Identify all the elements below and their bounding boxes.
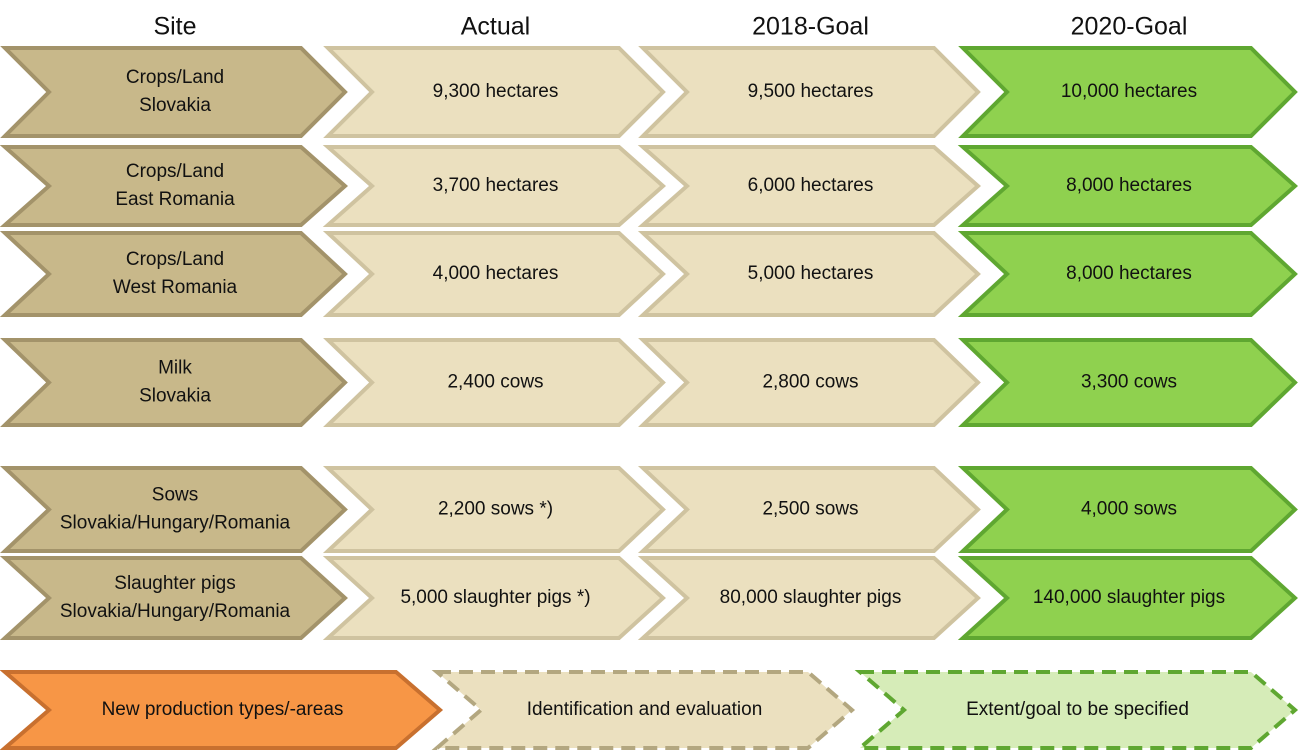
site-label: Crops/Land [126, 67, 224, 88]
cell-value: 9,300 hectares [433, 81, 559, 102]
cell-value: 2,400 cows [447, 372, 543, 393]
chevron [957, 466, 1298, 553]
cell-value: 4,000 hectares [433, 263, 559, 284]
chevron [322, 556, 666, 640]
cell-value: 5,000 hectares [748, 263, 874, 284]
column-header: Site [153, 13, 196, 41]
chevron [637, 145, 982, 227]
cell-value: 4,000 sows [1081, 499, 1177, 520]
cell-value: 8,000 hectares [1066, 175, 1192, 196]
cell-value: 3,300 cows [1081, 372, 1177, 393]
site-label: Slovakia/Hungary/Romania [60, 601, 291, 622]
chevron [957, 231, 1298, 317]
site-label: Sows [152, 485, 198, 506]
site-label: Slovakia/Hungary/Romania [60, 513, 291, 534]
cell-value: 10,000 hectares [1061, 81, 1197, 102]
cell-value: 2,200 sows *) [438, 499, 553, 520]
cell-value: 3,700 hectares [433, 175, 559, 196]
site-label: Crops/Land [126, 249, 224, 270]
chevron [958, 46, 1298, 138]
site-label: Slovakia [139, 95, 211, 116]
chevron [322, 145, 667, 227]
cell-value: 9,500 hectares [748, 81, 874, 102]
chevron [637, 231, 981, 317]
chevron [323, 338, 666, 427]
cell-value: 2,800 cows [762, 372, 858, 393]
site-label: Crops/Land [126, 161, 224, 182]
chevron [957, 556, 1298, 640]
cell-value: 140,000 slaughter pigs [1033, 587, 1225, 608]
chevron [0, 145, 349, 227]
chevron [0, 231, 348, 317]
column-header: Actual [461, 13, 530, 41]
footer-label: Identification and evaluation [527, 699, 763, 720]
cell-value: 2,500 sows [762, 499, 858, 520]
chevron [322, 466, 666, 553]
cell-value: 80,000 slaughter pigs [720, 587, 902, 608]
cell-value: 8,000 hectares [1066, 263, 1192, 284]
column-header: 2018-Goal [752, 13, 869, 41]
footer-label: Extent/goal to be specified [966, 699, 1189, 720]
chevron [637, 466, 981, 553]
chevron [638, 338, 981, 427]
footer-label: New production types/-areas [102, 699, 344, 720]
site-label: Milk [158, 358, 192, 379]
cell-value: 5,000 slaughter pigs *) [400, 587, 590, 608]
site-label: East Romania [115, 189, 235, 210]
chevron [638, 46, 981, 138]
chevron [958, 338, 1298, 427]
chevron [0, 466, 348, 553]
chevron [322, 231, 666, 317]
chevron [0, 46, 348, 138]
column-header: 2020-Goal [1071, 13, 1188, 41]
chevron [957, 145, 1299, 227]
chevron [637, 556, 981, 640]
site-label: Slovakia [139, 386, 211, 407]
chevron [0, 556, 348, 640]
site-label: West Romania [113, 277, 238, 298]
site-label: Slaughter pigs [114, 573, 235, 594]
chevron [323, 46, 666, 138]
chevron [0, 338, 348, 427]
chevron [431, 670, 856, 750]
chevron [0, 670, 444, 750]
cell-value: 6,000 hectares [748, 175, 874, 196]
chevron [854, 670, 1299, 750]
